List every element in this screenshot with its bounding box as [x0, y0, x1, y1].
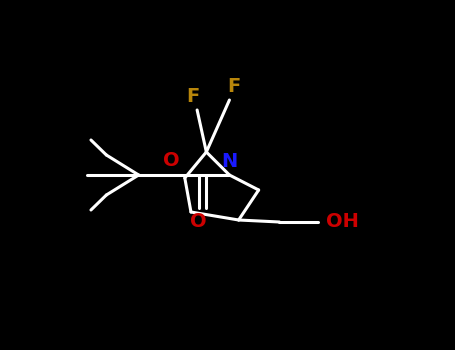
Text: OH: OH	[326, 212, 359, 231]
Text: O: O	[163, 151, 180, 170]
Text: O: O	[190, 212, 207, 231]
Text: N: N	[221, 152, 238, 171]
Text: F: F	[186, 88, 200, 106]
Text: F: F	[227, 77, 240, 97]
